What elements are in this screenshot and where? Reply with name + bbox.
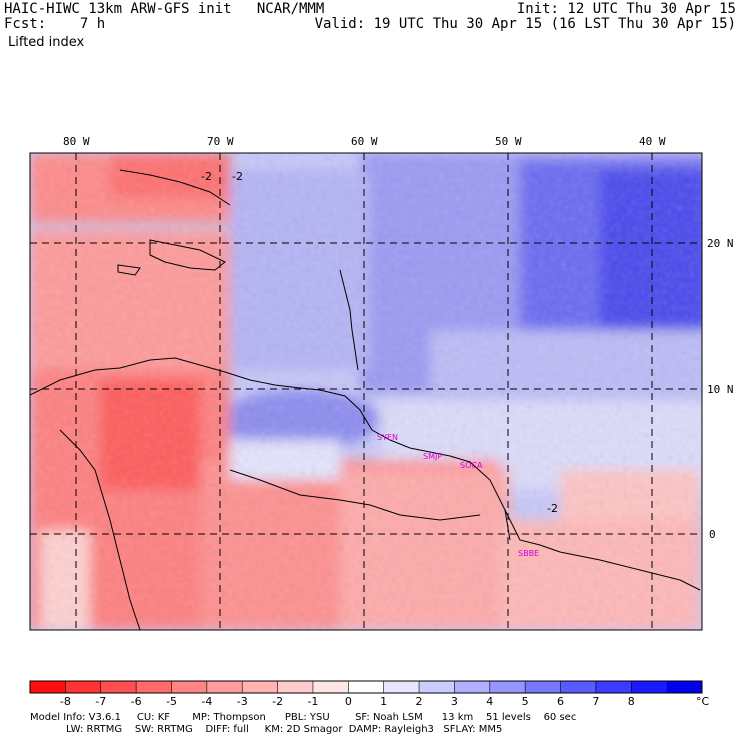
colorbar-tick-label: -1 xyxy=(307,695,318,708)
contour-label: -2 xyxy=(547,502,558,515)
station-label: SYEN xyxy=(377,433,398,442)
header-init-time: Init: 12 UTC Thu 30 Apr 15 xyxy=(516,1,736,17)
lon-label: 70 W xyxy=(207,135,234,148)
colorbar-ticks: -8 -7 -6 -5 -4 -3 -2 -1 0 1 2 3 4 5 6 7 8 xyxy=(60,681,635,708)
colorbar-swatch xyxy=(65,681,102,693)
colorbar-swatch xyxy=(560,681,597,693)
station-label: SOCA xyxy=(460,461,483,470)
colorbar-swatch xyxy=(525,681,562,693)
colorbar-swatch xyxy=(277,681,314,693)
lat-label: 0 xyxy=(709,528,716,541)
station-label: SBBE xyxy=(518,549,539,558)
lat-label: 20 N xyxy=(707,237,734,250)
colorbar-swatch xyxy=(136,681,172,693)
colorbar-frame xyxy=(29,680,703,694)
colorbar xyxy=(29,680,703,694)
colorbar-swatch xyxy=(631,681,668,693)
colorbar-swatch xyxy=(454,681,491,693)
lon-label: 40 W xyxy=(639,135,666,148)
footer-model-info: Model Info: V3.6.1 CU: KF MP: Thompson P… xyxy=(30,712,577,723)
lat-label: 10 N xyxy=(707,383,734,396)
header-valid-time: Valid: 19 UTC Thu 30 Apr 15 (16 LST Thu … xyxy=(314,16,736,32)
header-forecast-hour: Fcst: 7 h xyxy=(4,16,106,32)
map-frame xyxy=(29,152,703,631)
colorbar-tick-label: -5 xyxy=(166,695,177,708)
colorbar-swatch xyxy=(100,681,137,693)
colorbar-tick-label: 3 xyxy=(451,695,458,708)
colorbar-tick-label: -6 xyxy=(131,695,142,708)
colorbar-tick-label: -3 xyxy=(237,695,248,708)
lon-label: 80 W xyxy=(63,135,90,148)
colorbar-swatch xyxy=(666,681,703,693)
lon-label: 50 W xyxy=(495,135,522,148)
footer-physics-info: LW: RRTMG SW: RRTMG DIFF: full KM: 2D Sm… xyxy=(66,724,503,735)
colorbar-tick-label: 5 xyxy=(522,695,529,708)
contour-label: -2 xyxy=(201,170,212,183)
contour-label: -2 xyxy=(232,170,243,183)
colorbar-tick-label: 6 xyxy=(557,695,564,708)
colorbar-swatch xyxy=(242,681,279,693)
lifted-index-field xyxy=(30,153,702,630)
colorbar-swatch xyxy=(206,681,243,693)
colorbar-tick-label: -2 xyxy=(272,695,283,708)
colorbar-swatch xyxy=(489,681,526,693)
colorbar-swatch xyxy=(419,681,455,693)
colorbar-swatch xyxy=(383,681,420,693)
header-field-name: Lifted index xyxy=(8,35,85,50)
colorbar-tick-label: 8 xyxy=(628,695,635,708)
header-model-title: HAIC-HIWC 13km ARW-GFS init NCAR/MMM xyxy=(4,1,325,17)
colorbar-tick-label: 1 xyxy=(380,695,387,708)
colorbar-tick-label: -4 xyxy=(201,695,212,708)
colorbar-tick-label: 0 xyxy=(345,695,352,708)
station-label: SMJP xyxy=(423,452,442,461)
colorbar-swatch xyxy=(312,681,349,693)
colorbar-tick-label: 4 xyxy=(486,695,493,708)
colorbar-tick-label: -7 xyxy=(95,695,106,708)
colorbar-swatch xyxy=(595,681,632,693)
colorbar-swatch xyxy=(348,681,385,693)
colorbar-tick-label: -8 xyxy=(60,695,71,708)
colorbar-tick-label: 2 xyxy=(416,695,423,708)
colorbar-unit: °C xyxy=(696,695,710,708)
lon-label: 60 W xyxy=(351,135,378,148)
colorbar-tick-label: 7 xyxy=(592,695,599,708)
colorbar-swatch xyxy=(30,681,66,693)
colorbar-swatch xyxy=(171,681,208,693)
